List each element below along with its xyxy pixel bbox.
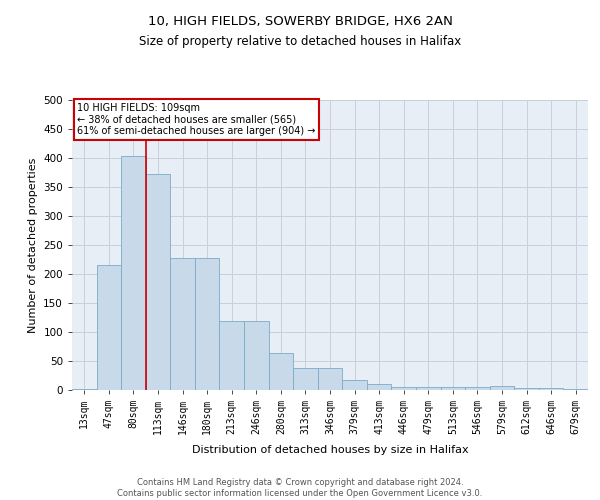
Bar [539,388,563,390]
Bar [318,368,342,390]
Text: Contains HM Land Registry data © Crown copyright and database right 2024.
Contai: Contains HM Land Registry data © Crown c… [118,478,482,498]
Bar [121,156,146,390]
Bar [244,321,269,390]
Bar [269,354,293,390]
X-axis label: Distribution of detached houses by size in Halifax: Distribution of detached houses by size … [191,446,469,456]
Bar [416,386,440,390]
Bar [97,266,121,390]
Bar [146,174,170,390]
Text: 10, HIGH FIELDS, SOWERBY BRIDGE, HX6 2AN: 10, HIGH FIELDS, SOWERBY BRIDGE, HX6 2AN [148,15,452,28]
Bar [342,380,367,390]
Bar [170,258,195,390]
Bar [220,321,244,390]
Text: 10 HIGH FIELDS: 109sqm
← 38% of detached houses are smaller (565)
61% of semi-de: 10 HIGH FIELDS: 109sqm ← 38% of detached… [77,103,315,136]
Bar [195,258,220,390]
Text: Size of property relative to detached houses in Halifax: Size of property relative to detached ho… [139,35,461,48]
Bar [440,386,465,390]
Bar [465,386,490,390]
Bar [293,368,318,390]
Y-axis label: Number of detached properties: Number of detached properties [28,158,38,332]
Bar [490,386,514,390]
Bar [367,384,391,390]
Bar [391,386,416,390]
Bar [514,388,539,390]
Bar [72,389,97,390]
